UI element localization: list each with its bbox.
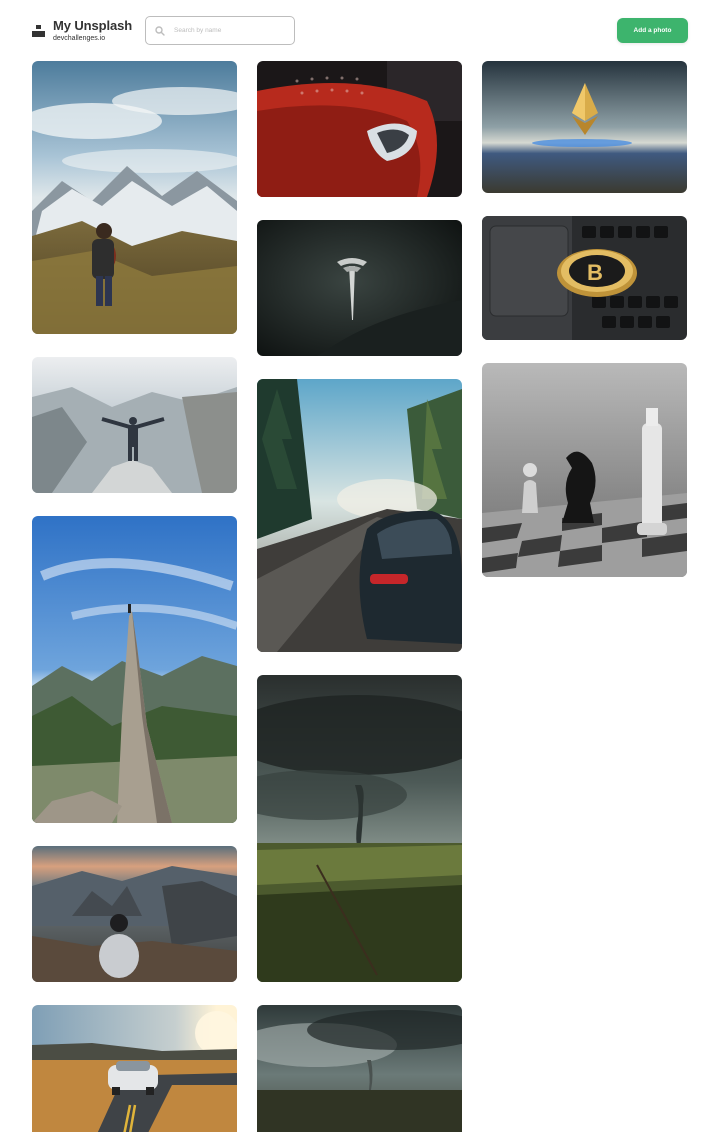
svg-text:B: B — [587, 260, 603, 285]
brand-logo[interactable]: My Unsplash devchallenges.io — [32, 18, 132, 43]
photo-tesla-logo[interactable] — [257, 220, 462, 356]
header: My Unsplash devchallenges.io Add a photo — [0, 0, 713, 60]
photo-climber-peak[interactable] — [32, 516, 237, 823]
photo-hiker-mountains[interactable] — [32, 61, 237, 334]
photo-man-canyon[interactable] — [32, 357, 237, 493]
brand-subtitle: devchallenges.io — [53, 35, 106, 42]
add-photo-button[interactable]: Add a photo — [617, 18, 688, 43]
photo-man-cliff-sunset[interactable] — [32, 846, 237, 982]
photo-tornado-plains[interactable] — [257, 1005, 462, 1132]
photo-ethereum[interactable] — [482, 61, 687, 193]
search-input[interactable] — [174, 27, 284, 34]
photo-bitcoin[interactable]: B — [482, 216, 687, 340]
search-box[interactable] — [145, 16, 295, 45]
photo-car-road[interactable] — [32, 1005, 237, 1132]
photo-tornado-field[interactable] — [257, 675, 462, 982]
camera-logo-icon — [32, 25, 45, 37]
photo-tesla-forest-road[interactable] — [257, 379, 462, 652]
photo-chess[interactable] — [482, 363, 687, 577]
photo-red-tesla[interactable] — [257, 61, 462, 197]
search-icon — [154, 25, 166, 37]
brand-title: My Unsplash — [53, 18, 133, 33]
